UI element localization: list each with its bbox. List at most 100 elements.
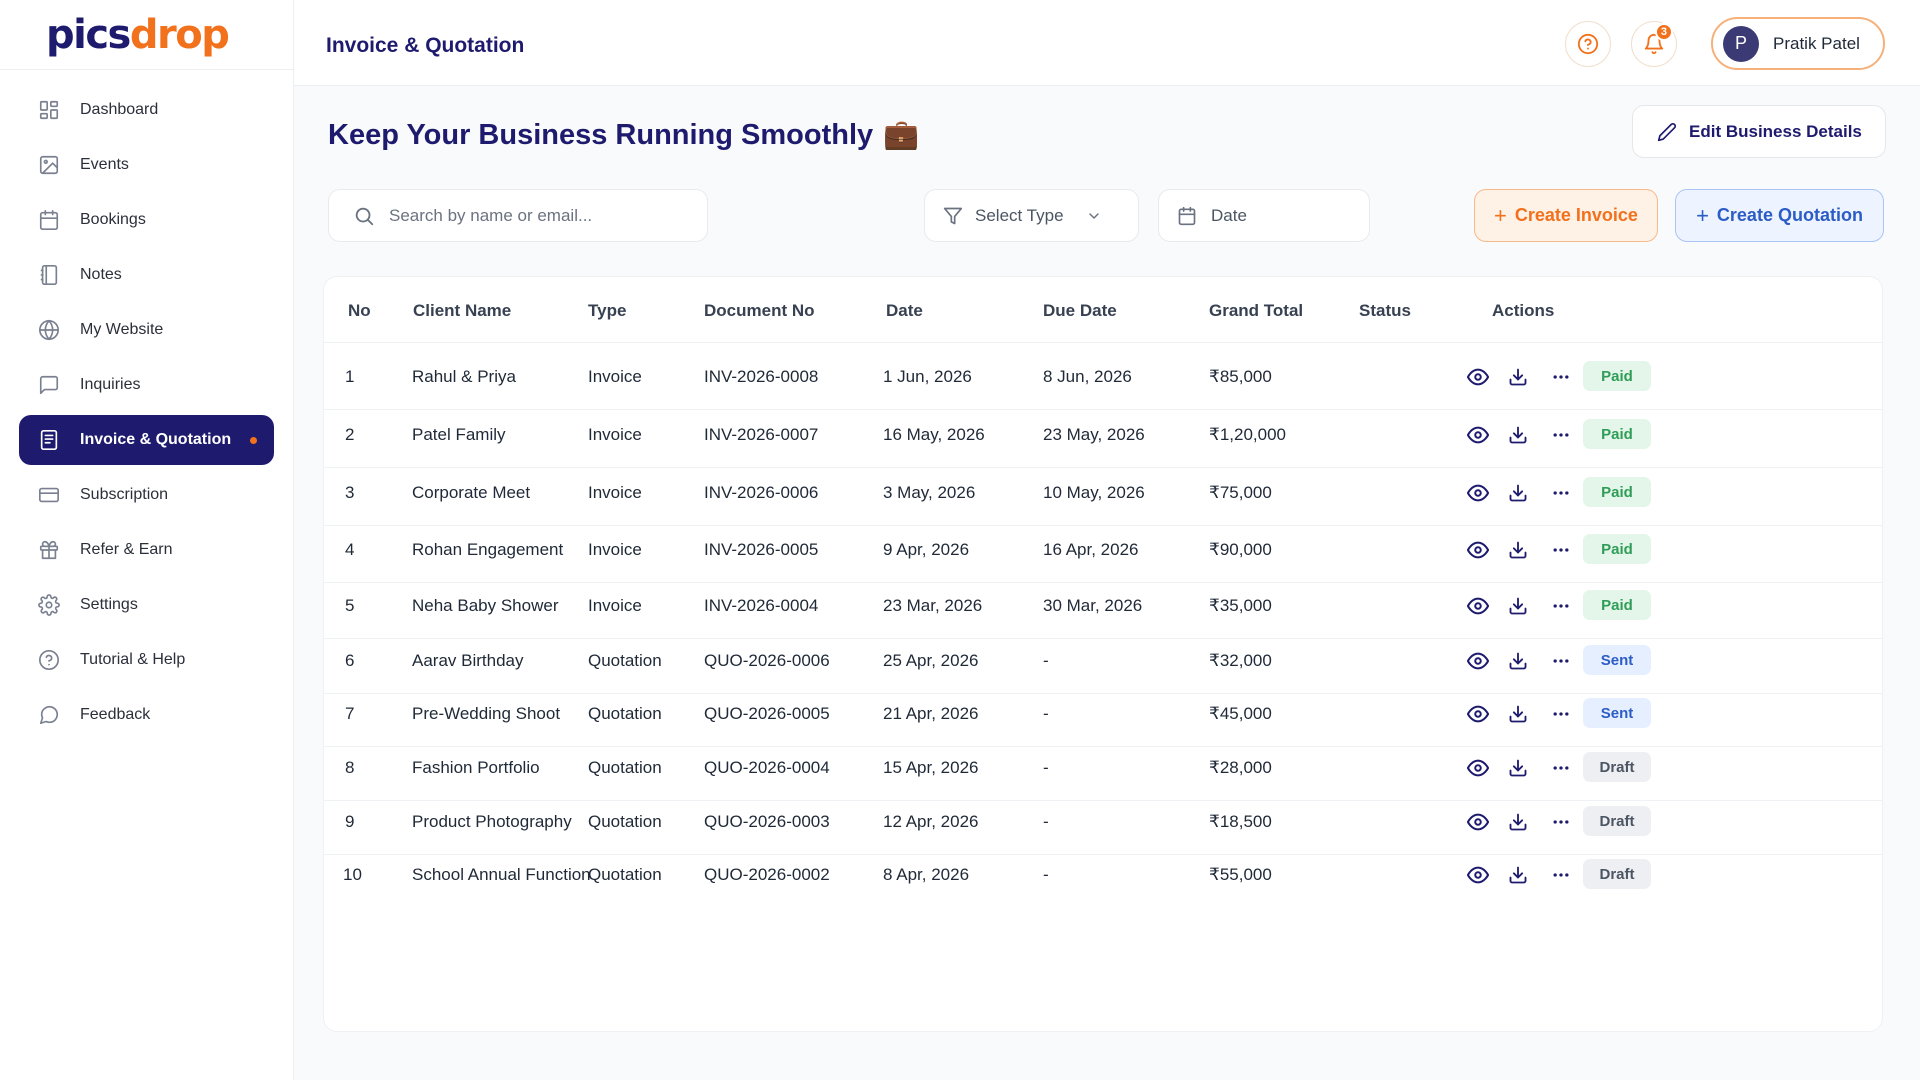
grand-total: ₹55,000	[1209, 865, 1272, 884]
sidebar-item-refer-earn[interactable]: Refer & Earn	[19, 525, 274, 575]
table-row[interactable]: 5 Neha Baby Shower Invoice INV-2026-0004 23 …	[324, 573, 1882, 639]
grand-total: ₹32,000	[1209, 651, 1272, 670]
table-row[interactable]: 7 Pre-Wedding Shoot Quotation QUO-2026-0005…	[324, 681, 1882, 747]
brand-logo[interactable]: picsdrop	[0, 0, 293, 70]
notifications-button[interactable]: 3	[1631, 21, 1677, 67]
sidebar-item-label: Bookings	[80, 211, 146, 228]
document-date: 21 Apr, 2026	[883, 704, 979, 723]
table-row[interactable]: 8 Fashion Portfolio Quotation QUO-2026-0004…	[324, 735, 1882, 801]
sidebar-item-label: Events	[80, 156, 129, 173]
row-number: 5	[345, 596, 355, 615]
download-icon[interactable]	[1505, 364, 1531, 390]
status-badge: Draft	[1583, 752, 1651, 782]
download-icon[interactable]	[1505, 862, 1531, 888]
due-date: 30 Mar, 2026	[1043, 596, 1143, 615]
sidebar-item-tutorial-help[interactable]: Tutorial & Help	[19, 635, 274, 685]
more-options-icon[interactable]	[1548, 593, 1574, 619]
status-badge: Sent	[1583, 698, 1651, 728]
view-icon[interactable]	[1465, 537, 1491, 563]
document-type: Quotation	[588, 651, 662, 670]
table-row[interactable]: 9 Product Photography Quotation QUO-2026-00…	[324, 789, 1882, 855]
view-icon[interactable]	[1465, 480, 1491, 506]
sidebar-item-inquiries[interactable]: Inquiries	[19, 360, 274, 410]
due-date: -	[1043, 651, 1049, 670]
row-number: 9	[345, 812, 355, 831]
table-row[interactable]: 3 Corporate Meet Invoice INV-2026-0006 3 May…	[324, 460, 1882, 526]
sidebar-item-feedback[interactable]: Feedback	[19, 690, 274, 740]
view-icon[interactable]	[1465, 364, 1491, 390]
download-icon[interactable]	[1505, 701, 1531, 727]
grand-total: ₹1,20,000	[1209, 425, 1286, 444]
date-filter[interactable]: Date	[1158, 189, 1370, 242]
document-date: 3 May, 2026	[883, 483, 976, 502]
sidebar-item-label: My Website	[80, 321, 164, 338]
more-options-icon[interactable]	[1548, 364, 1574, 390]
help-button[interactable]	[1565, 21, 1611, 67]
sidebar-item-label: Inquiries	[80, 376, 141, 393]
user-menu[interactable]: P Pratik Patel	[1711, 17, 1885, 70]
search-box[interactable]	[328, 189, 708, 242]
active-indicator-dot	[250, 437, 257, 444]
more-options-icon[interactable]	[1548, 701, 1574, 727]
help-circle-icon	[37, 648, 61, 672]
more-options-icon[interactable]	[1548, 537, 1574, 563]
create-invoice-button[interactable]: + Create Invoice	[1474, 189, 1658, 242]
download-icon[interactable]	[1505, 422, 1531, 448]
download-icon[interactable]	[1505, 537, 1531, 563]
sidebar: picsdrop Dashboard Events Bookings Notes My …	[0, 0, 294, 1080]
download-icon[interactable]	[1505, 809, 1531, 835]
dashboard-icon	[37, 98, 61, 122]
download-icon[interactable]	[1505, 593, 1531, 619]
view-icon[interactable]	[1465, 648, 1491, 674]
row-number: 3	[345, 483, 355, 502]
edit-business-details-button[interactable]: Edit Business Details	[1632, 105, 1886, 158]
more-options-icon[interactable]	[1548, 422, 1574, 448]
sidebar-item-events[interactable]: Events	[19, 140, 274, 190]
more-options-icon[interactable]	[1548, 809, 1574, 835]
page-title: Invoice & Quotation	[326, 34, 525, 57]
row-number: 6	[345, 651, 355, 670]
sidebar-item-subscription[interactable]: Subscription	[19, 470, 274, 520]
status-badge: Sent	[1583, 645, 1651, 675]
due-date: -	[1043, 704, 1049, 723]
document-type: Invoice	[588, 540, 642, 559]
view-icon[interactable]	[1465, 422, 1491, 448]
select-type-dropdown[interactable]: Select Type	[924, 189, 1139, 242]
more-options-icon[interactable]	[1548, 480, 1574, 506]
table-header: No Client Name Type Document No Date Due Date…	[324, 277, 1882, 343]
sidebar-item-label: Settings	[80, 596, 138, 613]
download-icon[interactable]	[1505, 648, 1531, 674]
table-row[interactable]: 1 Rahul & Priya Invoice INV-2026-0008 1 Jun,…	[324, 344, 1882, 410]
sidebar-item-settings[interactable]: Settings	[19, 580, 274, 630]
download-icon[interactable]	[1505, 755, 1531, 781]
due-date: -	[1043, 758, 1049, 777]
sidebar-item-dashboard[interactable]: Dashboard	[19, 85, 274, 135]
table-row[interactable]: 2 Patel Family Invoice INV-2026-0007 16 May,…	[324, 402, 1882, 468]
more-options-icon[interactable]	[1548, 862, 1574, 888]
table-row[interactable]: 10 School Annual Function Quotation QUO-202…	[324, 842, 1882, 908]
table-row[interactable]: 4 Rohan Engagement Invoice INV-2026-0005 9 A…	[324, 517, 1882, 583]
sidebar-item-bookings[interactable]: Bookings	[19, 195, 274, 245]
help-circle-icon	[1577, 33, 1599, 55]
select-type-label: Select Type	[975, 205, 1064, 225]
more-options-icon[interactable]	[1548, 648, 1574, 674]
due-date: -	[1043, 865, 1049, 884]
document-type: Quotation	[588, 812, 662, 831]
download-icon[interactable]	[1505, 480, 1531, 506]
table-row[interactable]: 6 Aarav Birthday Quotation QUO-2026-0006 25 …	[324, 628, 1882, 694]
document-icon	[37, 428, 61, 452]
more-options-icon[interactable]	[1548, 755, 1574, 781]
document-date: 15 Apr, 2026	[883, 758, 979, 777]
sidebar-item-invoice-quotation[interactable]: Invoice & Quotation	[19, 415, 274, 465]
view-icon[interactable]	[1465, 593, 1491, 619]
sidebar-item-notes[interactable]: Notes	[19, 250, 274, 300]
search-input[interactable]	[389, 205, 689, 226]
view-icon[interactable]	[1465, 755, 1491, 781]
create-quotation-button[interactable]: + Create Quotation	[1675, 189, 1884, 242]
edit-business-details-label: Edit Business Details	[1689, 121, 1862, 141]
view-icon[interactable]	[1465, 862, 1491, 888]
sidebar-item-my-website[interactable]: My Website	[19, 305, 274, 355]
view-icon[interactable]	[1465, 701, 1491, 727]
view-icon[interactable]	[1465, 809, 1491, 835]
grand-total: ₹90,000	[1209, 540, 1272, 559]
